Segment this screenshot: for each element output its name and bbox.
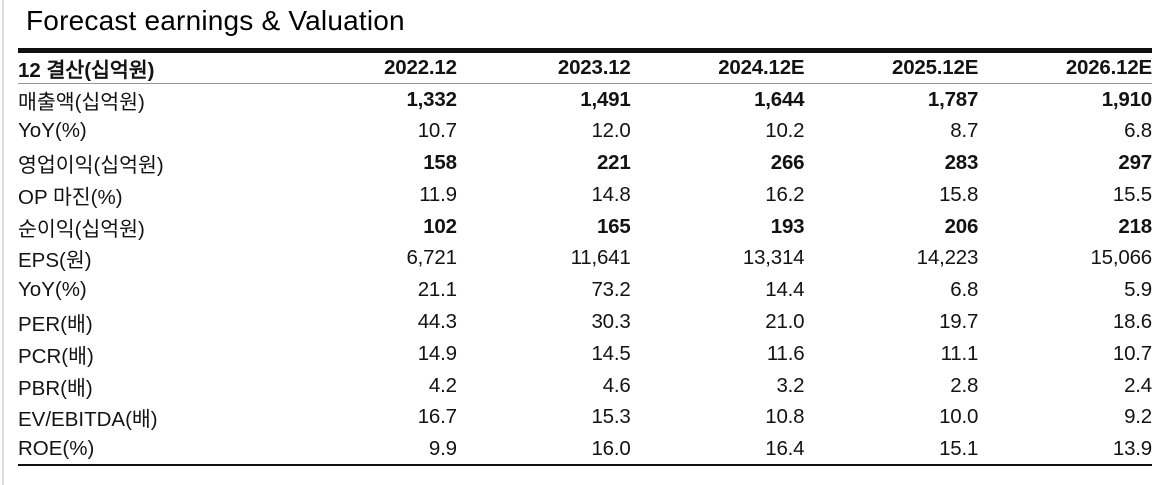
table-header-row: 12 결산(십억원) 2022.12 2023.12 2024.12E 2025… xyxy=(18,50,1152,84)
table-row-op-margin: OP 마진(%) 11.9 14.8 16.2 15.8 15.5 xyxy=(18,179,1152,211)
cell-value: 1,644 xyxy=(754,87,805,111)
header-fiscal-label: 12 결산(십억원) xyxy=(18,50,283,84)
cell-value: 10.8 xyxy=(765,405,805,429)
cell-value: 30.3 xyxy=(591,309,631,333)
cell-value: 10.0 xyxy=(939,405,979,429)
column-header-2026e: 2026.12E xyxy=(978,50,1152,84)
cell-value: 9.2 xyxy=(1124,405,1152,429)
cell-value: 44.3 xyxy=(417,309,457,333)
cell-value: 2.4 xyxy=(1124,373,1152,397)
cell-value: 16.2 xyxy=(765,182,805,206)
cell-value: 15.3 xyxy=(591,405,631,429)
table-row-roe: ROE(%) 9.9 16.0 16.4 15.1 13.9 xyxy=(18,433,1152,465)
page-title: Forecast earnings & Valuation xyxy=(26,5,405,36)
cell-value: 283 xyxy=(944,150,979,174)
cell-value: 73.2 xyxy=(591,278,631,302)
cell-value: 12.0 xyxy=(591,119,631,143)
cell-value: 11.9 xyxy=(419,182,457,206)
cell-value: 266 xyxy=(770,150,805,174)
cell-value: 21.0 xyxy=(765,309,805,333)
cell-value: 16.4 xyxy=(765,436,805,460)
cell-value: 14.4 xyxy=(765,278,805,302)
cell-value: 102 xyxy=(423,214,457,238)
row-label: EV/EBITDA(배) xyxy=(18,408,158,432)
cell-value: 14.9 xyxy=(417,341,457,365)
cell-value: 15.8 xyxy=(939,182,979,206)
cell-value: 6,721 xyxy=(406,246,457,270)
cell-value: 16.7 xyxy=(417,405,457,429)
row-label: YoY(%) xyxy=(18,278,87,302)
table-row-eps-yoy: YoY(%) 21.1 73.2 14.4 6.8 5.9 xyxy=(18,274,1152,306)
row-label: EPS(원) xyxy=(18,249,92,273)
cell-value: 206 xyxy=(944,214,979,238)
cell-value: 5.9 xyxy=(1124,278,1152,302)
cell-value: 13,314 xyxy=(742,246,805,270)
column-header-2023: 2023.12 xyxy=(456,50,631,84)
row-label: PBR(배) xyxy=(18,376,93,400)
cell-value: 15.1 xyxy=(939,436,979,460)
cell-value: 19.7 xyxy=(939,309,979,333)
cell-value: 18.6 xyxy=(1112,309,1152,333)
cell-value: 13.9 xyxy=(1112,436,1152,460)
row-label: OP 마진(%) xyxy=(18,185,123,209)
table-row-revenue: 매출액(십억원) 1,332 1,491 1,644 1,787 1,910 xyxy=(18,84,1152,116)
column-header-2025e: 2025.12E xyxy=(804,50,978,84)
cell-value: 1,332 xyxy=(406,87,457,111)
cell-value: 15.5 xyxy=(1112,182,1152,206)
cell-value: 6.8 xyxy=(1124,119,1152,143)
cell-value: 221 xyxy=(596,150,631,174)
table-row-eps: EPS(원) 6,721 11,641 13,314 14,223 15,066 xyxy=(18,242,1152,274)
cell-value: 9.9 xyxy=(428,436,457,460)
page-edge-line xyxy=(2,0,4,485)
cell-value: 6.8 xyxy=(950,278,979,302)
column-header-2022: 2022.12 xyxy=(283,50,457,84)
cell-value: 21.1 xyxy=(417,278,457,302)
cell-value: 1,787 xyxy=(927,87,979,111)
table-row-operating-profit: 영업이익(십억원) 158 221 266 283 297 xyxy=(18,147,1152,179)
cell-value: 10.7 xyxy=(417,119,457,143)
cell-value: 14.5 xyxy=(591,341,631,365)
cell-value: 14,223 xyxy=(916,246,979,270)
cell-value: 165 xyxy=(596,214,631,238)
cell-value: 3.2 xyxy=(776,373,805,397)
column-header-2024e: 2024.12E xyxy=(630,50,805,84)
row-label: YoY(%) xyxy=(18,119,87,143)
cell-value: 11.6 xyxy=(766,341,805,365)
cell-value: 2.8 xyxy=(950,373,979,397)
row-label: 순이익(십억원) xyxy=(18,217,145,241)
table-row-pbr: PBR(배) 4.2 4.6 3.2 2.8 2.4 xyxy=(18,370,1152,402)
cell-value: 10.2 xyxy=(765,119,805,143)
cell-value: 158 xyxy=(423,150,457,174)
cell-value: 1,491 xyxy=(580,87,631,111)
cell-value: 14.8 xyxy=(591,182,631,206)
cell-value: 193 xyxy=(770,214,805,238)
cell-value: 8.7 xyxy=(950,119,979,143)
cell-value: 16.0 xyxy=(591,436,631,460)
table-row-pcr: PCR(배) 14.9 14.5 11.6 11.1 10.7 xyxy=(18,338,1152,370)
cell-value: 218 xyxy=(1118,214,1152,238)
row-label: ROE(%) xyxy=(18,436,95,460)
cell-value: 10.7 xyxy=(1112,341,1152,365)
cell-value: 11,641 xyxy=(570,246,631,270)
table-row-revenue-yoy: YoY(%) 10.7 12.0 10.2 8.7 6.8 xyxy=(18,115,1152,147)
forecast-valuation-table: 12 결산(십억원) 2022.12 2023.12 2024.12E 2025… xyxy=(18,48,1152,467)
cell-value: 11.1 xyxy=(940,341,979,365)
cell-value: 4.6 xyxy=(602,373,631,397)
table-row-ev-ebitda: EV/EBITDA(배) 16.7 15.3 10.8 10.0 9.2 xyxy=(18,401,1152,433)
row-label: 매출액(십억원) xyxy=(18,90,145,114)
table-row-per: PER(배) 44.3 30.3 21.0 19.7 18.6 xyxy=(18,306,1152,338)
cell-value: 15,066 xyxy=(1090,246,1152,270)
table-row-net-profit: 순이익(십억원) 102 165 193 206 218 xyxy=(18,211,1152,243)
cell-value: 1,910 xyxy=(1101,87,1153,111)
row-label: 영업이익(십억원) xyxy=(18,153,164,177)
cell-value: 297 xyxy=(1118,150,1152,174)
cell-value: 4.2 xyxy=(428,373,457,397)
row-label: PER(배) xyxy=(18,312,93,336)
row-label: PCR(배) xyxy=(18,344,94,368)
